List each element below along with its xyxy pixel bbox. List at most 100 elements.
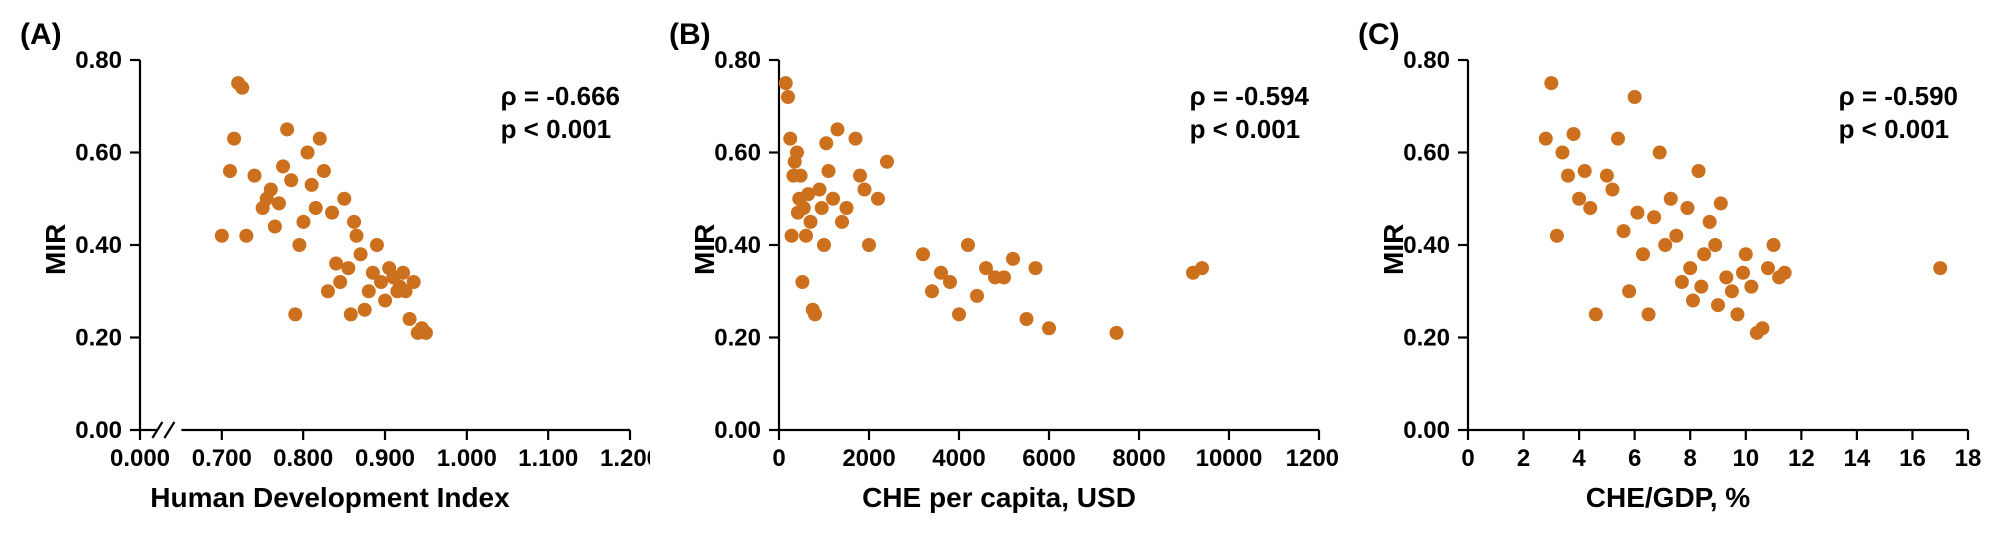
x-tick-label: 0.700 [192, 445, 252, 472]
scatter-point [1719, 270, 1733, 284]
y-tick-label: 0.40 [714, 232, 761, 259]
scatter-point [849, 132, 863, 146]
scatter-point [790, 146, 804, 160]
scatter-point [1583, 201, 1597, 215]
scatter-point [880, 155, 894, 169]
scatter-point [794, 169, 808, 183]
scatter-point [1042, 321, 1056, 335]
scatter-point [272, 196, 286, 210]
scatter-point [1617, 224, 1631, 238]
x-tick-label: 10 [1732, 445, 1759, 472]
scatter-point [826, 192, 840, 206]
y-axis-title: MIR [40, 224, 72, 275]
scatter-point [785, 229, 799, 243]
scatter-point [1605, 183, 1619, 197]
scatter-point [1680, 201, 1694, 215]
y-tick-label: 0.00 [1403, 417, 1450, 444]
scatter-point [1561, 169, 1575, 183]
scatter-point [783, 132, 797, 146]
scatter-point [952, 307, 966, 321]
scatter-point [1029, 261, 1043, 275]
scatter-point [354, 247, 368, 261]
scatter-point [835, 215, 849, 229]
scatter-point [1744, 280, 1758, 294]
scatter-point [997, 270, 1011, 284]
stats-annotation: ρ = -0.594p < 0.001 [1190, 80, 1309, 145]
scatter-point [296, 215, 310, 229]
scatter-point [341, 261, 355, 275]
scatter-point [292, 238, 306, 252]
x-axis-title: Human Development Index [10, 482, 650, 514]
scatter-point [337, 192, 351, 206]
x-tick-label: 6 [1628, 445, 1641, 472]
scatter-point [804, 215, 818, 229]
scatter-point [1725, 284, 1739, 298]
y-tick-label: 0.20 [75, 325, 122, 352]
x-tick-label: 0.900 [355, 445, 415, 472]
scatter-point [239, 229, 253, 243]
scatter-point [264, 183, 278, 197]
scatter-point [808, 307, 822, 321]
scatter-point [407, 275, 421, 289]
scatter-point [1711, 298, 1725, 312]
y-tick-label: 0.40 [1403, 232, 1450, 259]
scatter-point [815, 201, 829, 215]
scatter-point [781, 90, 795, 104]
scatter-point [1708, 238, 1722, 252]
scatter-point [1195, 261, 1209, 275]
scatter-point [280, 122, 294, 136]
scatter-point [1544, 76, 1558, 90]
scatter-point [276, 159, 290, 173]
x-axis-title: CHE per capita, USD [659, 482, 1339, 514]
x-tick-label: 1.100 [518, 445, 578, 472]
y-tick-label: 0.80 [714, 47, 761, 74]
y-tick-label: 0.00 [714, 417, 761, 444]
panel-A: 0.000.200.400.600.800.0000.7000.8000.900… [10, 10, 650, 519]
scatter-point [1675, 275, 1689, 289]
y-tick-label: 0.60 [1403, 140, 1450, 167]
scatter-point [301, 146, 315, 160]
scatter-point [1697, 247, 1711, 261]
scatter-point [344, 307, 358, 321]
scatter-point [819, 136, 833, 150]
scatter-point [858, 183, 872, 197]
y-tick-label: 0.60 [75, 140, 122, 167]
panel-B: 0.000.200.400.600.8002000400060008000100… [659, 10, 1339, 519]
scatter-point [1714, 196, 1728, 210]
scatter-point [1703, 215, 1717, 229]
scatter-point [795, 275, 809, 289]
scatter-point [419, 326, 433, 340]
scatter-point [333, 275, 347, 289]
scatter-point [840, 201, 854, 215]
scatter-point [1642, 307, 1656, 321]
panel-label: (B) [669, 18, 711, 52]
x-tick-label: 1.200 [600, 445, 650, 472]
x-tick-label: 12000 [1286, 445, 1339, 472]
scatter-point [1736, 266, 1750, 280]
panel-C: 0.000.200.400.600.80024681012141618(C)ρ … [1348, 10, 1988, 519]
pval-text: p < 0.001 [501, 113, 620, 146]
scatter-point [970, 289, 984, 303]
scatter-point [1694, 280, 1708, 294]
scatter-point [1692, 164, 1706, 178]
rho-text: ρ = -0.666 [501, 80, 620, 113]
stats-annotation: ρ = -0.666p < 0.001 [501, 80, 620, 145]
scatter-point [347, 215, 361, 229]
scatter-point [1555, 146, 1569, 160]
scatter-point [1778, 266, 1792, 280]
y-tick-label: 0.60 [714, 140, 761, 167]
scatter-point [799, 229, 813, 243]
scatter-point [329, 257, 343, 271]
scatter-point [1683, 261, 1697, 275]
scatter-point [822, 164, 836, 178]
panel-label: (C) [1358, 18, 1400, 52]
scatter-point [396, 266, 410, 280]
scatter-point [362, 284, 376, 298]
pval-text: p < 0.001 [1839, 113, 1958, 146]
x-tick-label: 16 [1899, 445, 1926, 472]
scatter-point [268, 220, 282, 234]
scatter-point [1611, 132, 1625, 146]
scatter-point [1572, 192, 1586, 206]
scatter-point [1630, 206, 1644, 220]
y-tick-label: 0.00 [75, 417, 122, 444]
